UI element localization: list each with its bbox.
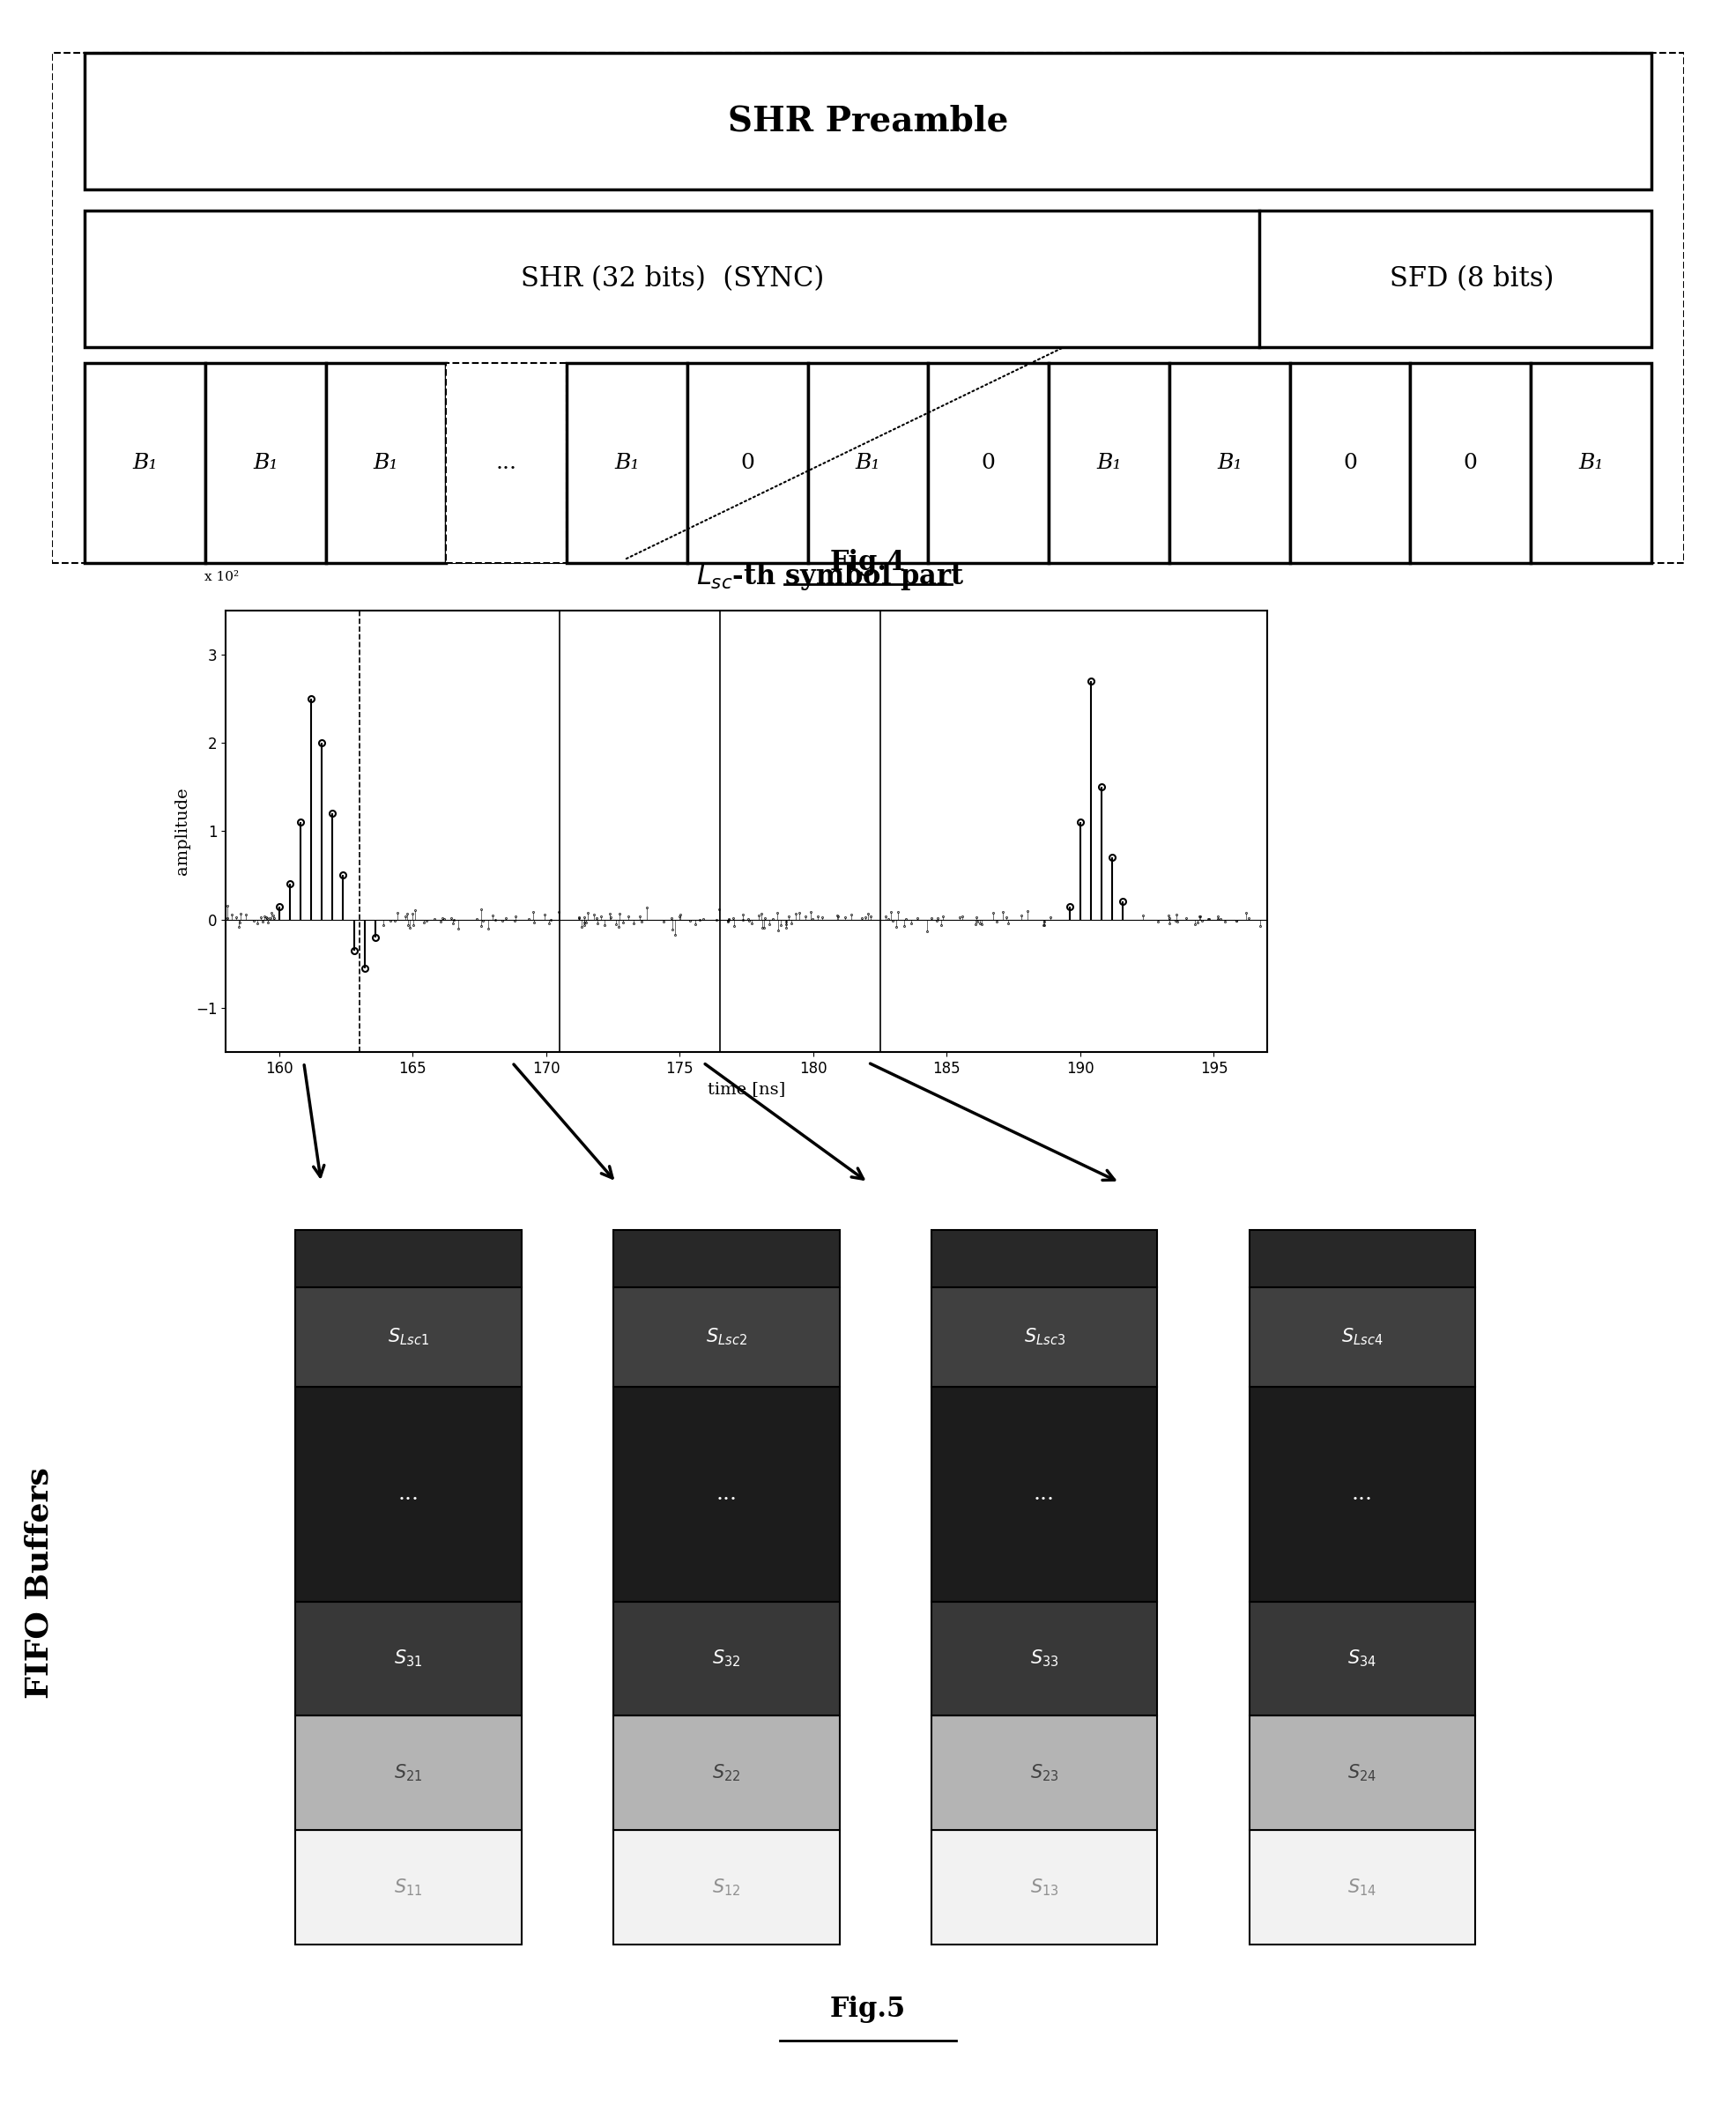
Text: $S_{21}$: $S_{21}$ [394, 1763, 424, 1784]
Text: $S_{13}$: $S_{13}$ [1029, 1877, 1059, 1898]
X-axis label: time [ns]: time [ns] [708, 1081, 785, 1096]
Text: $S_{22}$: $S_{22}$ [712, 1763, 741, 1784]
Bar [566, 362, 687, 562]
Bar [295, 1715, 521, 1830]
Bar [85, 362, 205, 562]
Bar [1250, 1288, 1476, 1387]
Bar [295, 1231, 521, 1288]
Text: SHR Preamble: SHR Preamble [727, 105, 1009, 137]
Text: B₁: B₁ [253, 452, 278, 473]
Text: B₁: B₁ [132, 452, 158, 473]
Bar [326, 362, 446, 562]
Bar [85, 53, 1651, 189]
Text: B₁: B₁ [1097, 452, 1121, 473]
Bar [613, 1715, 840, 1830]
Text: 0: 0 [981, 452, 995, 473]
Text: $S_{31}$: $S_{31}$ [394, 1647, 424, 1668]
Bar [1290, 362, 1410, 562]
Bar [930, 1715, 1158, 1830]
Bar [687, 362, 807, 562]
Bar [85, 210, 1651, 347]
Text: 0: 0 [1344, 452, 1358, 473]
Text: $S_{24}$: $S_{24}$ [1347, 1763, 1377, 1784]
Bar [1170, 362, 1290, 562]
Text: 0: 0 [1463, 452, 1477, 473]
Bar [930, 1231, 1158, 1288]
Text: x 10²: x 10² [205, 572, 240, 583]
Text: $S_{23}$: $S_{23}$ [1029, 1763, 1059, 1784]
Bar [613, 1387, 840, 1601]
Bar [613, 1231, 840, 1288]
Text: $S_{34}$: $S_{34}$ [1347, 1647, 1377, 1668]
Text: $S_{32}$: $S_{32}$ [712, 1647, 741, 1668]
Bar [929, 362, 1049, 562]
Text: $L_{sc}$-th symbol part: $L_{sc}$-th symbol part [696, 562, 963, 593]
Text: B₁: B₁ [373, 452, 399, 473]
Bar [295, 1288, 521, 1387]
Bar [1250, 1601, 1476, 1715]
Text: B₁: B₁ [615, 452, 639, 473]
Text: Fig.5: Fig.5 [830, 1997, 906, 2022]
Bar [295, 1830, 521, 1944]
Text: $S_{12}$: $S_{12}$ [712, 1877, 741, 1898]
Text: $S_{11}$: $S_{11}$ [394, 1877, 424, 1898]
Bar [1250, 1231, 1476, 1288]
Bar [1410, 362, 1531, 562]
Text: $S_{33}$: $S_{33}$ [1029, 1647, 1059, 1668]
Bar [807, 362, 929, 562]
Y-axis label: amplitude: amplitude [175, 787, 191, 875]
Bar [1250, 1715, 1476, 1830]
Bar [613, 1288, 840, 1387]
Text: $S_{14}$: $S_{14}$ [1347, 1877, 1377, 1898]
Bar [1049, 362, 1170, 562]
Bar [930, 1387, 1158, 1601]
Text: SFD (8 bits): SFD (8 bits) [1389, 265, 1554, 292]
Bar [295, 1387, 521, 1601]
Text: ...: ... [1033, 1483, 1055, 1504]
Bar [930, 1288, 1158, 1387]
Text: ...: ... [715, 1483, 738, 1504]
Text: ...: ... [1352, 1483, 1373, 1504]
Bar [1531, 362, 1651, 562]
Bar [930, 1830, 1158, 1944]
Text: B₁: B₁ [1217, 452, 1241, 473]
Text: B₁: B₁ [856, 452, 880, 473]
Text: $S_{Lsc2}$: $S_{Lsc2}$ [707, 1328, 746, 1347]
Bar [205, 362, 326, 562]
Text: B₁: B₁ [1578, 452, 1604, 473]
Text: $S_{Lsc4}$: $S_{Lsc4}$ [1342, 1328, 1384, 1347]
Text: 0: 0 [741, 452, 755, 473]
Bar [613, 1601, 840, 1715]
Text: ...: ... [398, 1483, 418, 1504]
Text: SHR (32 bits)  (SYNC): SHR (32 bits) (SYNC) [521, 265, 825, 292]
Bar [613, 1830, 840, 1944]
Text: Fig.4: Fig.4 [830, 549, 906, 576]
Text: $S_{Lsc3}$: $S_{Lsc3}$ [1024, 1328, 1066, 1347]
Bar [1250, 1387, 1476, 1601]
Text: $S_{Lsc1}$: $S_{Lsc1}$ [387, 1328, 429, 1347]
Bar [446, 362, 566, 562]
Text: ...: ... [496, 452, 517, 473]
Bar [930, 1601, 1158, 1715]
Bar [295, 1601, 521, 1715]
Text: FIFO Buffers: FIFO Buffers [24, 1466, 54, 1700]
Bar [1250, 1830, 1476, 1944]
